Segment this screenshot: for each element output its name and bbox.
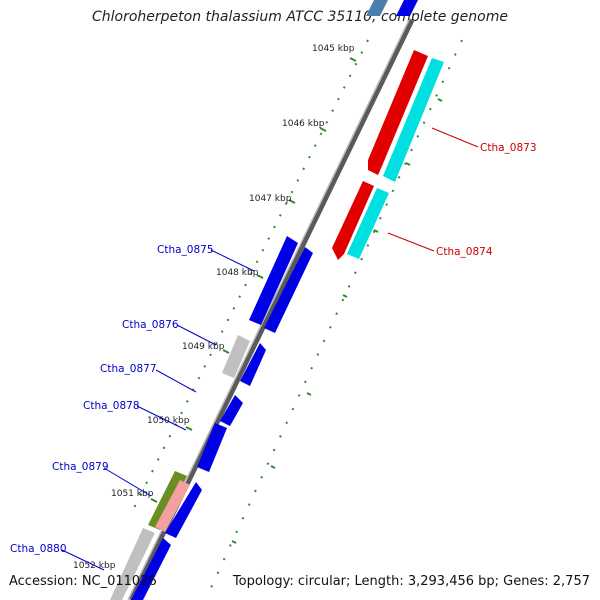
kbp-label: 1049 kbp: [182, 342, 225, 352]
accession-text: Accession: NC_011026: [9, 574, 157, 589]
gene-label-ctha0878[interactable]: Ctha_0878: [83, 400, 140, 412]
leader-line-ctha0878: [136, 405, 187, 431]
tick-mark: [231, 540, 237, 544]
gene-feature-ctha0876-other[interactable]: [222, 335, 250, 378]
gene-label-ctha0873[interactable]: Ctha_0873: [480, 142, 537, 154]
tick-mark: [319, 127, 327, 132]
outer-tick-track: [209, 39, 463, 591]
genome-summary-text: Topology: circular; Length: 3,293,456 bp…: [232, 574, 590, 589]
tick-mark: [222, 349, 230, 354]
tick-mark: [256, 274, 264, 279]
tick-mark: [349, 57, 357, 62]
gene-feature-ctha0879-salmon[interactable]: [155, 480, 190, 532]
leader-line-ctha0874: [387, 232, 435, 252]
gene-feature-partial[interactable]: [396, 0, 418, 16]
gene-feature-ctha0877-cds[interactable]: [220, 395, 243, 426]
gene-feature-ctha0878-cds[interactable]: [197, 423, 227, 472]
gene-feature-partial[interactable]: [366, 0, 388, 16]
tick-mark: [373, 229, 379, 233]
kbp-label: 1048 kbp: [216, 268, 259, 278]
kbp-label: 1046 kbp: [282, 119, 325, 129]
gene-feature-ctha0880-other[interactable]: [110, 528, 155, 600]
gene-label-ctha0874[interactable]: Ctha_0874: [436, 246, 493, 258]
kbp-label: 1052 kbp: [73, 561, 116, 571]
gene-label-ctha0879[interactable]: Ctha_0879: [52, 461, 109, 473]
gene-feature-ctha0875-cds-b[interactable]: [264, 247, 313, 333]
major-ticks: [150, 57, 443, 544]
gene-label-ctha0876[interactable]: Ctha_0876: [122, 319, 179, 331]
leader-line-ctha0875: [210, 249, 255, 272]
leader-line-ctha0873: [431, 127, 479, 148]
gene-feature-ctha0873-cds[interactable]: [368, 50, 428, 175]
kbp-label: 1045 kbp: [312, 44, 355, 54]
leader-line-ctha0879: [103, 467, 152, 497]
gene-feature-ctha0874-rna[interactable]: [347, 188, 389, 259]
leader-line-ctha0876: [176, 324, 217, 346]
gene-feature-ctha0880-cds[interactable]: [131, 538, 171, 600]
gene-feature-ctha0874-cds[interactable]: [332, 181, 374, 260]
gene-label-ctha0875[interactable]: Ctha_0875: [157, 244, 214, 256]
gene-feature-ctha0879-cds[interactable]: [165, 482, 202, 538]
tick-mark: [288, 199, 296, 204]
leader-line-ctha0880: [61, 549, 105, 571]
gene-feature-ctha0875-cds[interactable]: [249, 236, 298, 325]
tick-mark: [306, 392, 312, 396]
kbp-label: 1051 kbp: [111, 489, 154, 499]
tick-mark: [150, 498, 158, 503]
tick-mark: [270, 465, 276, 469]
kbp-label: 1047 kbp: [249, 194, 292, 204]
gene-feature-ctha0876-cds[interactable]: [240, 343, 266, 386]
tick-mark: [185, 426, 193, 431]
tick-mark: [342, 294, 348, 298]
gene-feature-ctha0873-rna[interactable]: [383, 58, 444, 182]
tick-mark: [405, 162, 411, 166]
gene-label-ctha0880[interactable]: Ctha_0880: [10, 543, 67, 555]
gene-label-ctha0877[interactable]: Ctha_0877: [100, 363, 157, 375]
tick-mark: [437, 98, 443, 102]
leader-line-ctha0877: [155, 369, 197, 393]
